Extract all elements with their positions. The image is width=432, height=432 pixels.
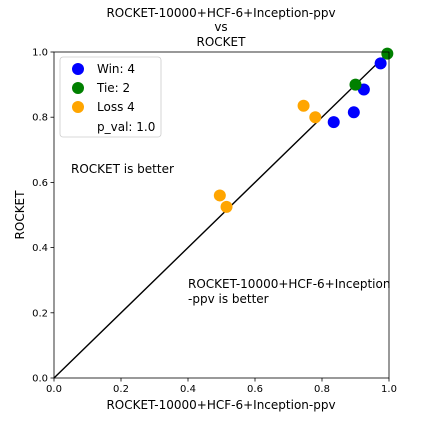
title-line-1: ROCKET-10000+HCF-6+Inception-ppv: [106, 6, 335, 20]
diagonal-line: [53, 51, 390, 379]
y-tick-label: 0.8: [32, 113, 48, 124]
x-tick-label: 0.4: [180, 384, 196, 395]
plot-frame: [53, 51, 390, 379]
y-axis-label: ROCKET: [13, 190, 27, 240]
data-point-s2-1: [309, 111, 322, 124]
x-tick-label: 0.2: [113, 384, 129, 395]
title-line-2: vs: [214, 20, 227, 34]
data-point-s2-3: [220, 200, 233, 213]
legend-pval: p_val: 1.0: [97, 120, 155, 134]
legend-label-tie: Tie: 2: [96, 81, 130, 95]
x-tick-label: 0.8: [314, 384, 330, 395]
legend-box: [59, 56, 162, 138]
y-tick-label: 0.2: [32, 308, 48, 319]
plot-area: [53, 47, 394, 379]
y-tick-label: 0.4: [32, 243, 48, 254]
data-point-s0-0: [374, 57, 387, 70]
x-axis-label: ROCKET-10000+HCF-6+Inception-ppv: [106, 398, 335, 412]
legend: Win: 4 Tie: 2 Loss 4 p_val: 1.0: [59, 56, 162, 138]
x-tick-label: 0.6: [247, 384, 263, 395]
legend-marker-tie: [72, 82, 84, 94]
y-tick-label: 0.0: [32, 374, 48, 385]
x-tick-label: 1.0: [381, 384, 397, 395]
legend-label-loss: Loss 4: [97, 100, 135, 114]
data-point-s1-1: [349, 78, 362, 91]
x-axis: 0.0 0.2 0.4 0.6 0.8 1.0: [46, 378, 397, 395]
legend-label-win: Win: 4: [97, 62, 135, 76]
legend-marker-win: [72, 63, 84, 75]
y-tick-label: 1.0: [32, 48, 48, 59]
annotation-lower-line-2: -ppv is better: [188, 292, 269, 306]
x-tick-label: 0.0: [46, 384, 62, 395]
data-point-s2-0: [297, 99, 310, 112]
legend-marker-loss: [72, 101, 84, 113]
annotation-upper: ROCKET is better: [71, 162, 174, 176]
data-point-s1-0: [381, 47, 394, 60]
data-point-s2-2: [213, 189, 226, 202]
data-point-s0-2: [347, 106, 360, 119]
data-point-s0-3: [327, 116, 340, 129]
y-tick-label: 0.6: [32, 178, 48, 189]
title-line-3: ROCKET: [197, 35, 247, 49]
annotation-lower-line-1: ROCKET-10000+HCF-6+Inception: [188, 277, 390, 291]
chart-title: ROCKET-10000+HCF-6+Inception-ppv vs ROCK…: [106, 6, 335, 49]
y-axis: 0.0 0.2 0.4 0.6 0.8 1.0: [32, 48, 54, 385]
